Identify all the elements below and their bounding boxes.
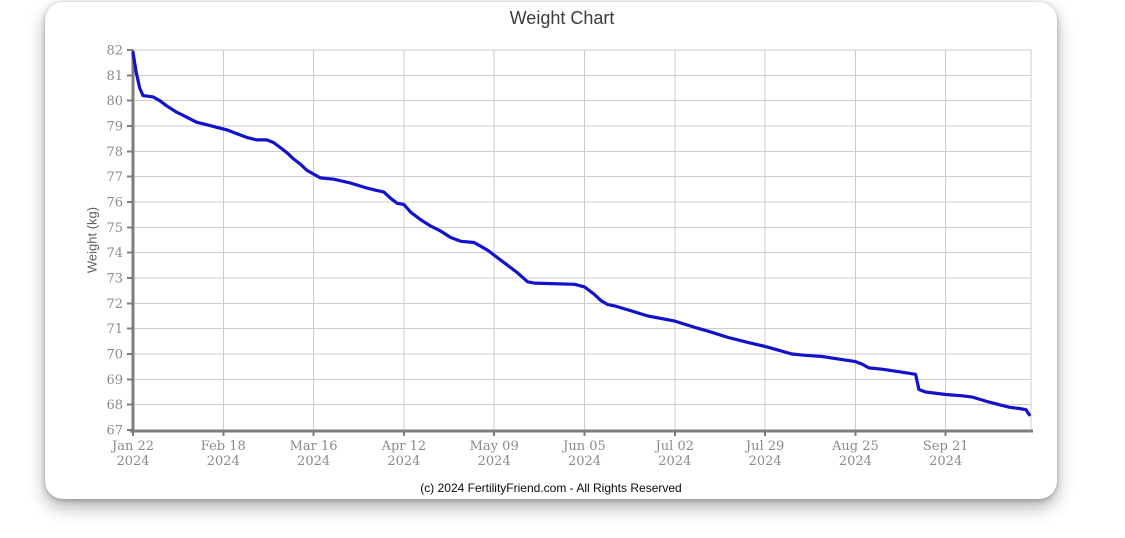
y-tick-label: 74 [106,246,123,261]
y-tick-label: 82 [106,44,123,59]
x-tick-year-label: 2024 [929,454,962,469]
x-tick-label: Jul 29 [744,439,784,454]
y-tick-label: 69 [106,373,123,388]
y-tick-label: 71 [106,322,123,337]
x-tick-label: May 09 [470,439,519,454]
x-tick-year-label: 2024 [297,454,330,469]
x-tick-label: Jun 05 [561,439,606,454]
y-tick-label: 73 [106,272,123,287]
y-tick-label: 79 [106,120,123,135]
y-tick-label: 75 [106,221,123,236]
y-tick-label: 77 [106,170,123,185]
x-tick-year-label: 2024 [658,454,691,469]
x-tick-year-label: 2024 [207,454,240,469]
y-tick-label: 81 [106,69,123,84]
x-tick-label: Aug 25 [831,439,879,454]
x-tick-year-label: 2024 [749,454,782,469]
y-tick-label: 72 [106,297,123,312]
x-tick-label: Sep 21 [923,439,969,454]
y-tick-label: 68 [106,398,123,413]
x-tick-label: Mar 16 [290,439,338,454]
gridlines [132,49,1032,431]
y-tick-label: 80 [106,94,123,109]
x-tick-year-label: 2024 [387,454,420,469]
x-tick-year-label: 2024 [478,454,511,469]
y-tick-label: 78 [106,145,123,160]
x-tick-year-label: 2024 [839,454,872,469]
y-tick-label: 76 [106,196,123,211]
x-tick-label: Apr 12 [381,439,427,454]
y-tick-label: 70 [106,348,123,363]
chart-title: Weight Chart [509,8,615,28]
x-tick-label: Jul 02 [654,439,694,454]
y-tick-label: 67 [106,424,123,439]
x-tick-label: Feb 18 [201,439,246,454]
x-tick-year-label: 2024 [116,454,149,469]
weight-series-line [131,50,1031,417]
chart-card: Weight Chart Weight (kg) 67 68 69 70 71 72 73 7… [45,2,1057,499]
copyright-text: (c) 2024 FertilityFriend.com - All Right… [420,481,682,495]
x-tick-year-label: 2024 [568,454,601,469]
x-tick-label: Jan 22 [110,439,154,454]
axes [127,49,1033,436]
